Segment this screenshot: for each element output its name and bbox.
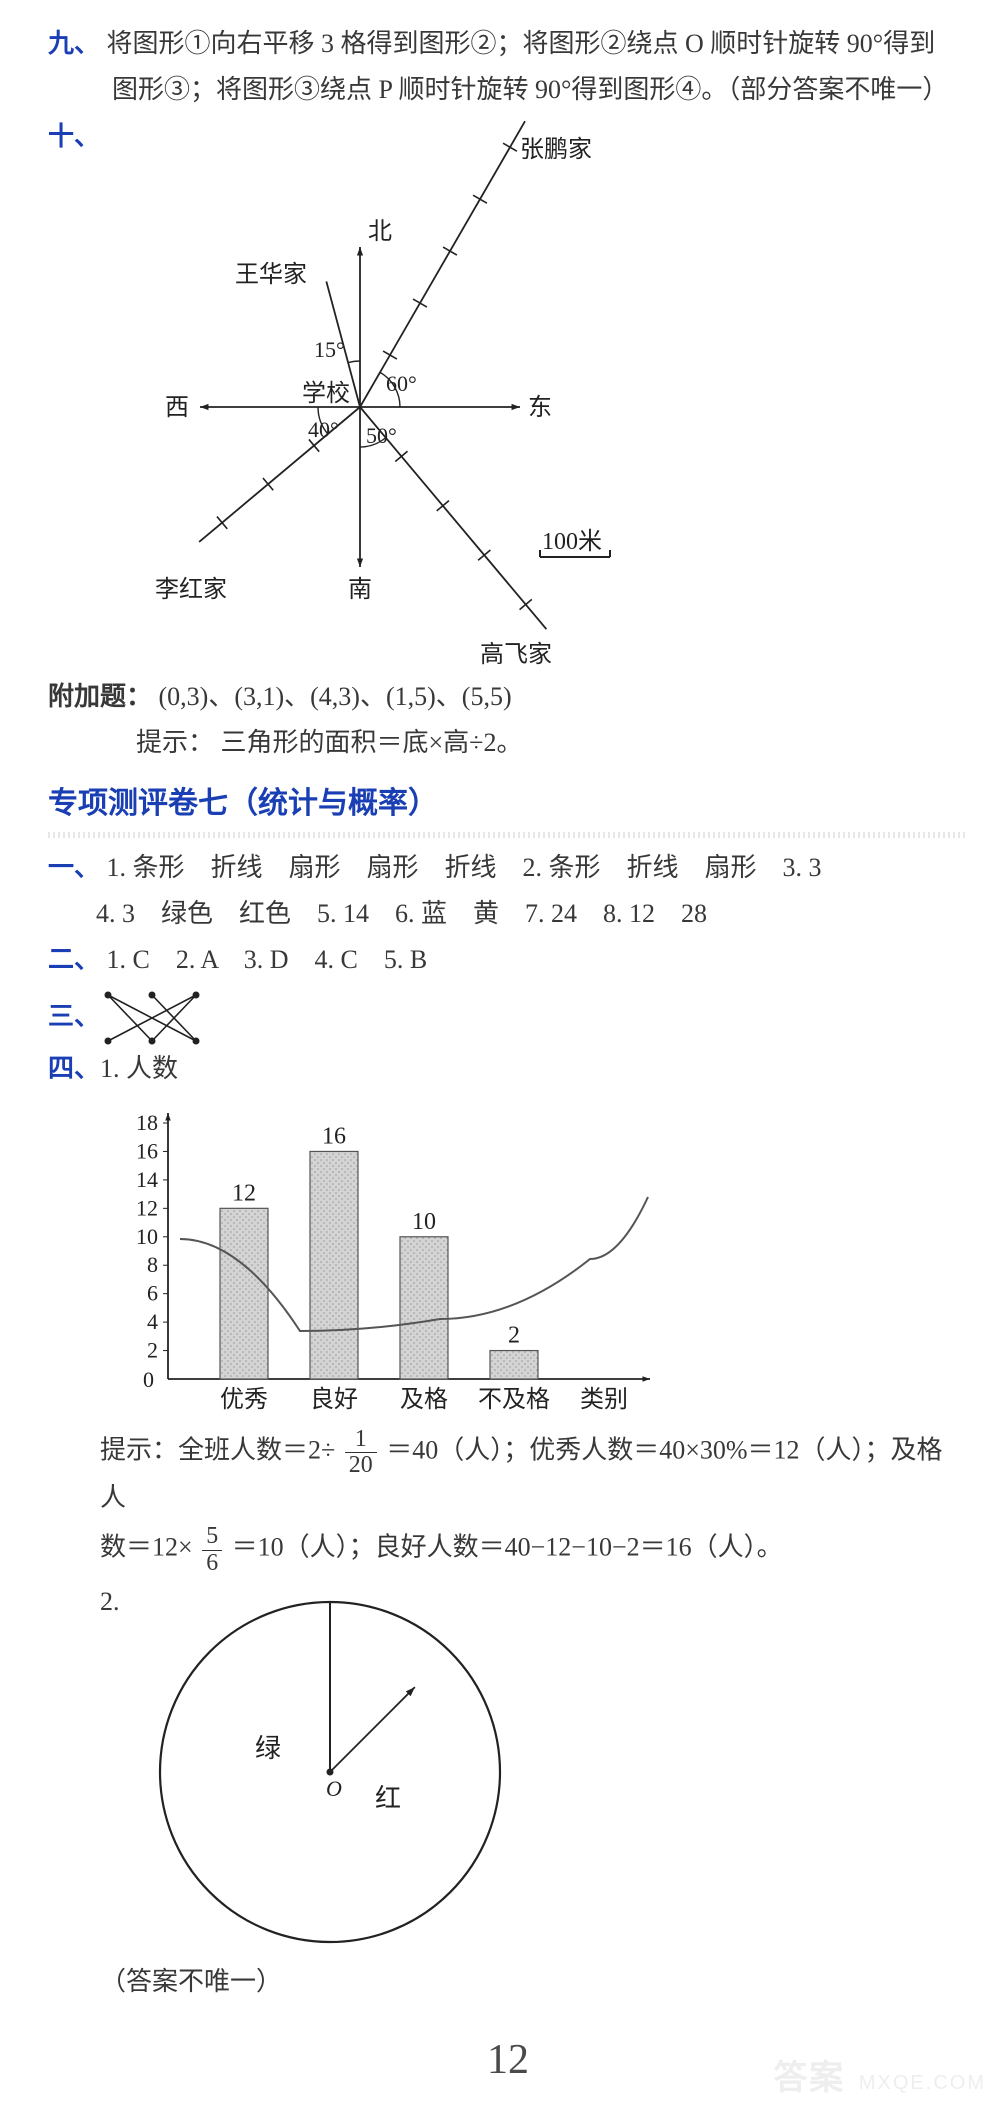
hint2-a: 数＝12× [100, 1533, 193, 1562]
svg-text:10: 10 [412, 1209, 436, 1235]
svg-text:良好: 良好 [310, 1386, 358, 1413]
svg-text:40°: 40° [308, 417, 339, 442]
q1-ytitle: 人数 [126, 1054, 178, 1083]
q2-num: 2. [100, 1582, 140, 1622]
watermark-cn: 答案 [773, 2059, 845, 2097]
svg-text:18: 18 [136, 1110, 158, 1135]
svg-text:2: 2 [508, 1322, 520, 1348]
label-nine: 九、 [48, 29, 100, 58]
svg-text:优秀: 优秀 [220, 1386, 268, 1413]
svg-text:类别: 类别 [580, 1386, 628, 1413]
svg-text:6: 6 [147, 1281, 158, 1306]
svg-text:12: 12 [232, 1180, 256, 1206]
bipartite-graph [100, 987, 210, 1049]
label-one: 一、 [48, 853, 100, 882]
svg-text:2: 2 [147, 1337, 158, 1362]
q2-row: 2. O 绿红 [100, 1582, 968, 1962]
hint1-frac: 120 [342, 1427, 380, 1478]
svg-text:东: 东 [528, 394, 552, 421]
hint2-b: ＝10（人）；良好人数＝40−12−10−2＝16（人）。 [232, 1533, 783, 1562]
watermark-en: MXQE.COM [859, 2072, 986, 2094]
watermark: 答案 MXQE.COM [773, 2052, 986, 2105]
q2-note: （答案不唯一） [100, 1962, 968, 2002]
q1-num: 1. [100, 1054, 120, 1083]
label-three: 三、 [48, 997, 100, 1037]
one-line2: 4. 3 绿色 红色 5. 14 6. 蓝 黄 7. 24 8. 12 28 [48, 894, 968, 934]
svg-text:50°: 50° [366, 423, 397, 448]
svg-text:10: 10 [136, 1224, 158, 1249]
q1-hint2: 数＝12× 56 ＝10（人）；良好人数＝40−12−10−2＝16（人）。 [100, 1524, 968, 1575]
svg-text:西: 西 [165, 395, 189, 421]
svg-text:李红家: 李红家 [155, 576, 227, 603]
svg-text:14: 14 [136, 1167, 158, 1192]
nine-text-b: 图形③；将图形③绕点 P 顺时针旋转 90°得到图形④。（部分答案不唯一） [48, 70, 968, 110]
svg-text:北: 北 [368, 218, 392, 245]
svg-text:12: 12 [136, 1195, 158, 1220]
bar-chart: 2 4 6 8 10 12 14 16 18 0 12 优秀 16 良好 10 及格 2 不及格 类别 [100, 1089, 660, 1419]
section7-title: 专项测评卷七（统计与概率） [48, 781, 968, 828]
svg-text:高飞家: 高飞家 [480, 641, 552, 668]
svg-text:南: 南 [348, 576, 372, 603]
hint2-frac: 56 [199, 1524, 225, 1575]
svg-text:16: 16 [136, 1138, 158, 1163]
svg-text:60°: 60° [386, 371, 417, 396]
svg-text:4: 4 [147, 1309, 158, 1334]
svg-text:0: 0 [143, 1367, 154, 1392]
svg-text:100米: 100米 [542, 528, 602, 555]
svg-text:16: 16 [322, 1123, 346, 1149]
pie-chart: O 绿红 [140, 1582, 520, 1962]
svg-text:学校: 学校 [302, 380, 350, 407]
three-row: 三、 [48, 987, 968, 1049]
q1-hint1: 提示：全班人数＝2÷ 120 ＝40（人）；优秀人数＝40×30%＝12（人）；… [100, 1427, 968, 1519]
bonus-hint-label: 提示： [136, 728, 214, 757]
svg-text:8: 8 [147, 1252, 158, 1277]
heading-underline [48, 832, 968, 838]
bonus-hint: 提示： 三角形的面积＝底×高÷2。 [48, 723, 968, 763]
hint1-a: 提示：全班人数＝2÷ [100, 1435, 335, 1464]
svg-text:及格: 及格 [400, 1386, 448, 1413]
svg-text:绿: 绿 [255, 1734, 281, 1763]
compass-diagram: 北南 东 西 学校 张鹏家王华家李红家高飞家 15° 60° 40° 50° 100米 [100, 117, 660, 677]
svg-text:红: 红 [375, 1784, 401, 1813]
label-ten: 十、 [48, 117, 100, 157]
svg-text:O: O [326, 1776, 342, 1801]
one-line1: 一、 1. 条形 折线 扇形 扇形 折线 2. 条形 折线 扇形 3. 3 [48, 848, 968, 888]
svg-text:张鹏家: 张鹏家 [520, 136, 592, 163]
q1-head: 1. 人数 [100, 1049, 968, 1089]
label-two: 二、 [48, 945, 100, 974]
svg-text:王华家: 王华家 [235, 261, 307, 288]
bonus-line: 附加题： (0,3)、(3,1)、(4,3)、(1,5)、(5,5) [48, 677, 968, 717]
four-row: 四、 1. 人数 2 4 6 8 10 12 14 16 18 0 12 优秀 16 良好 10 及格 2 不及格… [48, 1049, 968, 2008]
bonus-hint-text: 三角形的面积＝底×高÷2。 [221, 728, 523, 757]
section-nine: 九、 将图形①向右平移 3 格得到图形②；将图形②绕点 O 顺时针旋转 90°得… [48, 24, 968, 64]
bonus-coords: (0,3)、(3,1)、(4,3)、(1,5)、(5,5) [159, 682, 512, 711]
two-line: 二、 1. C 2. A 3. D 4. C 5. B [48, 940, 968, 980]
svg-text:不及格: 不及格 [478, 1386, 550, 1413]
two-text: 1. C 2. A 3. D 4. C 5. B [107, 945, 428, 974]
label-four: 四、 [48, 1049, 100, 1089]
one-line1-text: 1. 条形 折线 扇形 扇形 折线 2. 条形 折线 扇形 3. 3 [107, 853, 822, 882]
svg-text:15°: 15° [314, 337, 345, 362]
bonus-label: 附加题： [48, 682, 152, 711]
nine-text-a: 将图形①向右平移 3 格得到图形②；将图形②绕点 O 顺时针旋转 90°得到 [107, 29, 936, 58]
